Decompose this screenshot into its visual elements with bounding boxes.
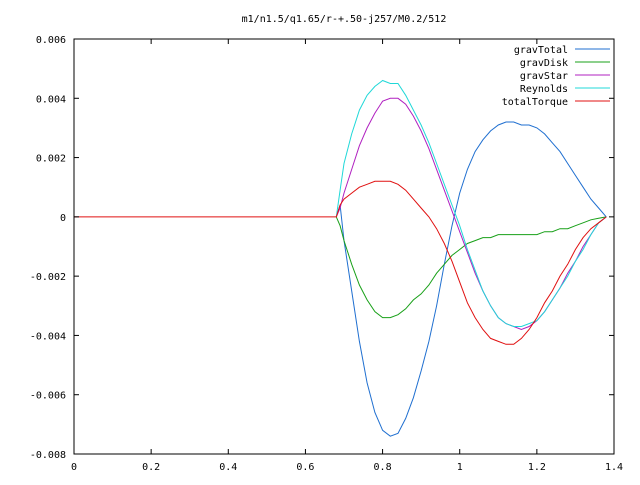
series-line-totaltorque	[74, 180, 607, 345]
x-tick-label: 0.2	[142, 462, 160, 473]
y-tick-label: -0.006	[30, 391, 66, 402]
x-tick-label: 1.4	[605, 462, 623, 473]
plot-frame	[73, 38, 615, 455]
x-tick-label: 1	[457, 462, 463, 473]
legend-label: totalTorque	[502, 97, 568, 108]
axes: 0 0.2 0.4 0.6 0.8 1 1.2 1.4 -0.008 -0.006 -0.004 -0…	[30, 35, 623, 473]
series-line-gravdisk	[335, 216, 607, 319]
y-tick-label: -0.002	[30, 272, 66, 283]
y-tick-label: 0.002	[36, 154, 66, 165]
x-tick-label: 1.2	[528, 462, 546, 473]
legend: gravTotal gravDisk gravStar Reynolds totalTo…	[502, 45, 610, 108]
y-tick-label: 0	[60, 213, 66, 224]
x-tick-label: 0.4	[219, 462, 237, 473]
series-line-reynolds	[335, 79, 607, 327]
legend-label: gravStar	[520, 71, 568, 82]
legend-label: Reynolds	[520, 84, 568, 95]
legend-label: gravTotal	[514, 45, 568, 56]
x-tick-label: 0.8	[374, 462, 392, 473]
y-tick-label: -0.004	[30, 331, 66, 342]
series-line-gravtotal	[335, 121, 607, 437]
y-tick-label: -0.008	[30, 450, 66, 461]
plot-area	[74, 79, 607, 437]
y-tick-label: 0.004	[36, 94, 66, 105]
chart-title: m1/n1.5/q1.65/r-+.50-j257/M0.2/512	[242, 14, 447, 25]
legend-label: gravDisk	[520, 58, 568, 69]
x-tick-label: 0.6	[296, 462, 314, 473]
y-tick-label: 0.006	[36, 35, 66, 46]
series-line-gravstar	[335, 97, 607, 331]
x-tick-label: 0	[71, 462, 77, 473]
